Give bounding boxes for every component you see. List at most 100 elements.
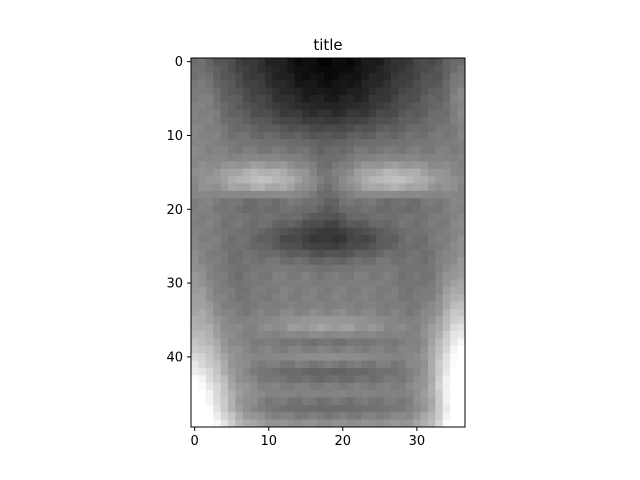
heatmap-cell bbox=[383, 190, 392, 199]
heatmap-cell bbox=[309, 345, 318, 354]
heatmap-cell bbox=[302, 279, 310, 288]
heatmap-cell bbox=[450, 257, 458, 266]
heatmap-cell bbox=[435, 272, 444, 280]
heatmap-cell bbox=[228, 205, 236, 214]
heatmap-cell bbox=[368, 109, 377, 118]
heatmap-cell bbox=[361, 72, 370, 81]
heatmap-cell bbox=[250, 220, 259, 229]
heatmap-cell bbox=[220, 412, 229, 421]
heatmap-cell bbox=[353, 220, 362, 229]
heatmap-cell bbox=[257, 117, 266, 125]
heatmap-cell bbox=[302, 220, 310, 229]
heatmap-cell bbox=[331, 242, 340, 251]
heatmap-cell bbox=[405, 146, 414, 155]
heatmap-cell bbox=[383, 323, 392, 332]
heatmap-cell bbox=[427, 338, 436, 347]
heatmap-cell bbox=[272, 168, 281, 177]
heatmap-cell bbox=[316, 102, 325, 111]
heatmap-cell bbox=[316, 331, 325, 339]
heatmap-cell bbox=[383, 102, 392, 111]
heatmap-cell bbox=[235, 65, 244, 74]
heatmap-cell bbox=[405, 301, 414, 310]
heatmap-cell bbox=[228, 404, 236, 413]
heatmap-cell bbox=[309, 176, 318, 184]
heatmap-cell bbox=[220, 301, 229, 310]
heatmap-cell bbox=[331, 316, 340, 325]
heatmap-cell bbox=[205, 235, 214, 243]
heatmap-cell bbox=[228, 80, 236, 88]
heatmap-cell bbox=[257, 227, 266, 236]
heatmap-cell bbox=[368, 139, 377, 147]
heatmap-cell bbox=[450, 131, 458, 140]
heatmap-cell bbox=[398, 316, 407, 325]
heatmap-cell bbox=[427, 286, 436, 295]
heatmap-cell bbox=[191, 124, 199, 133]
heatmap-cell bbox=[457, 286, 466, 295]
heatmap-cell bbox=[257, 412, 266, 421]
heatmap-cell bbox=[331, 220, 340, 229]
heatmap-cell bbox=[205, 338, 214, 347]
heatmap-cell bbox=[413, 65, 421, 74]
heatmap-cell bbox=[361, 227, 370, 236]
heatmap-cell bbox=[272, 323, 281, 332]
heatmap-cell bbox=[302, 316, 310, 325]
heatmap-cell bbox=[413, 375, 421, 384]
heatmap-cell bbox=[368, 124, 377, 133]
heatmap-cell bbox=[427, 404, 436, 413]
heatmap-cell bbox=[331, 286, 340, 295]
heatmap-cell bbox=[383, 279, 392, 288]
heatmap-cell bbox=[302, 109, 310, 118]
heatmap-cell bbox=[287, 72, 296, 81]
heatmap-cell bbox=[257, 294, 266, 302]
heatmap-cell bbox=[235, 124, 244, 133]
heatmap-cell bbox=[427, 367, 436, 376]
heatmap-cell bbox=[198, 102, 207, 111]
heatmap-cell bbox=[405, 235, 414, 243]
heatmap-cell bbox=[331, 257, 340, 266]
heatmap-cell bbox=[213, 117, 222, 125]
heatmap-cell bbox=[339, 220, 347, 229]
heatmap-cell bbox=[316, 131, 325, 140]
heatmap-cell bbox=[368, 338, 377, 347]
heatmap-cell bbox=[405, 139, 414, 147]
heatmap-cell bbox=[339, 117, 347, 125]
heatmap-cell bbox=[405, 220, 414, 229]
heatmap-cell bbox=[294, 109, 303, 118]
heatmap-cell bbox=[242, 382, 251, 391]
heatmap-cell bbox=[435, 390, 444, 398]
heatmap-cell bbox=[353, 331, 362, 339]
heatmap-cell bbox=[324, 117, 333, 125]
heatmap-cell bbox=[376, 87, 384, 96]
heatmap-cell bbox=[250, 153, 259, 162]
heatmap-cell bbox=[368, 80, 377, 88]
heatmap-cell bbox=[390, 198, 399, 206]
heatmap-cell bbox=[213, 294, 222, 302]
heatmap-cell bbox=[265, 294, 273, 302]
heatmap-cell bbox=[420, 279, 429, 288]
heatmap-cell bbox=[265, 109, 273, 118]
heatmap-cell bbox=[265, 131, 273, 140]
heatmap-cell bbox=[361, 94, 370, 103]
heatmap-cell bbox=[450, 72, 458, 81]
heatmap-cell bbox=[257, 242, 266, 251]
heatmap-cell bbox=[191, 212, 199, 221]
heatmap-cell bbox=[250, 65, 259, 74]
heatmap-cell bbox=[413, 168, 421, 177]
heatmap-cell bbox=[191, 249, 199, 258]
heatmap-cell bbox=[257, 367, 266, 376]
heatmap-cell bbox=[228, 124, 236, 133]
heatmap-cell bbox=[383, 58, 392, 66]
heatmap-cell bbox=[331, 382, 340, 391]
heatmap-cell bbox=[331, 131, 340, 140]
heatmap-cell bbox=[383, 205, 392, 214]
heatmap-cell bbox=[398, 279, 407, 288]
heatmap-cell bbox=[228, 353, 236, 361]
heatmap-cell bbox=[191, 338, 199, 347]
heatmap-cell bbox=[457, 419, 466, 428]
heatmap-cell bbox=[383, 345, 392, 354]
heatmap-cell bbox=[309, 272, 318, 280]
heatmap-cell bbox=[228, 249, 236, 258]
heatmap-cell bbox=[316, 58, 325, 66]
heatmap-cell bbox=[368, 286, 377, 295]
heatmap-cell bbox=[235, 58, 244, 66]
